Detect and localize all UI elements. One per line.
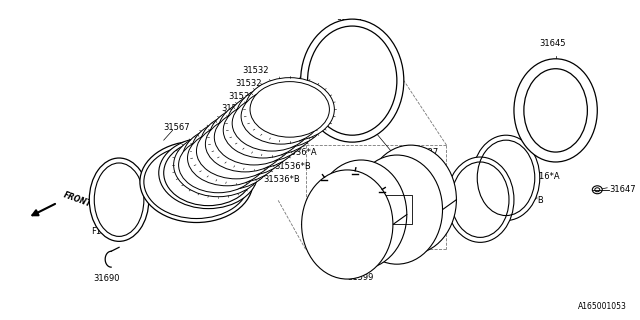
- Ellipse shape: [90, 158, 149, 241]
- Ellipse shape: [472, 135, 540, 220]
- Text: F10027: F10027: [92, 228, 123, 236]
- Ellipse shape: [236, 84, 325, 148]
- Ellipse shape: [94, 163, 144, 236]
- Ellipse shape: [209, 105, 299, 169]
- Text: FRONT: FRONT: [63, 190, 93, 209]
- Ellipse shape: [179, 137, 258, 193]
- Text: 31616*A: 31616*A: [523, 172, 559, 181]
- Ellipse shape: [182, 126, 272, 190]
- Text: 31645: 31645: [540, 39, 566, 48]
- Ellipse shape: [173, 133, 263, 197]
- Ellipse shape: [351, 155, 442, 264]
- Ellipse shape: [200, 112, 290, 176]
- Text: F10027: F10027: [407, 148, 438, 157]
- Text: 31690: 31690: [93, 274, 120, 283]
- Ellipse shape: [223, 102, 303, 158]
- Ellipse shape: [301, 170, 393, 279]
- Text: 31536*A: 31536*A: [281, 148, 317, 157]
- Ellipse shape: [164, 140, 253, 206]
- Ellipse shape: [241, 89, 321, 144]
- Ellipse shape: [365, 145, 456, 254]
- Text: 31536*B: 31536*B: [274, 162, 310, 171]
- Ellipse shape: [214, 109, 294, 165]
- Text: A165001053: A165001053: [578, 302, 627, 311]
- Ellipse shape: [245, 78, 334, 141]
- Text: 31646: 31646: [413, 236, 440, 245]
- Ellipse shape: [232, 95, 312, 151]
- Ellipse shape: [191, 119, 281, 183]
- Ellipse shape: [316, 160, 407, 269]
- Ellipse shape: [447, 157, 514, 242]
- Ellipse shape: [514, 59, 597, 162]
- Text: 31647: 31647: [609, 185, 636, 194]
- Ellipse shape: [218, 99, 308, 162]
- Ellipse shape: [188, 130, 267, 186]
- Text: 31532: 31532: [221, 104, 248, 113]
- Ellipse shape: [301, 19, 404, 142]
- Ellipse shape: [159, 137, 258, 209]
- Text: 31567: 31567: [164, 123, 190, 132]
- Ellipse shape: [140, 141, 253, 222]
- Text: 31536*B: 31536*B: [263, 175, 300, 184]
- Text: 31616*B: 31616*B: [507, 196, 544, 205]
- Text: 31532: 31532: [242, 66, 269, 75]
- Text: 31532: 31532: [228, 92, 255, 100]
- Ellipse shape: [593, 186, 602, 194]
- Text: 31594: 31594: [336, 19, 362, 28]
- Ellipse shape: [196, 123, 276, 179]
- Text: 31599: 31599: [347, 273, 373, 282]
- Text: 31532: 31532: [235, 79, 262, 88]
- Ellipse shape: [250, 82, 330, 137]
- Ellipse shape: [205, 116, 285, 172]
- Ellipse shape: [227, 92, 317, 155]
- Ellipse shape: [144, 145, 249, 219]
